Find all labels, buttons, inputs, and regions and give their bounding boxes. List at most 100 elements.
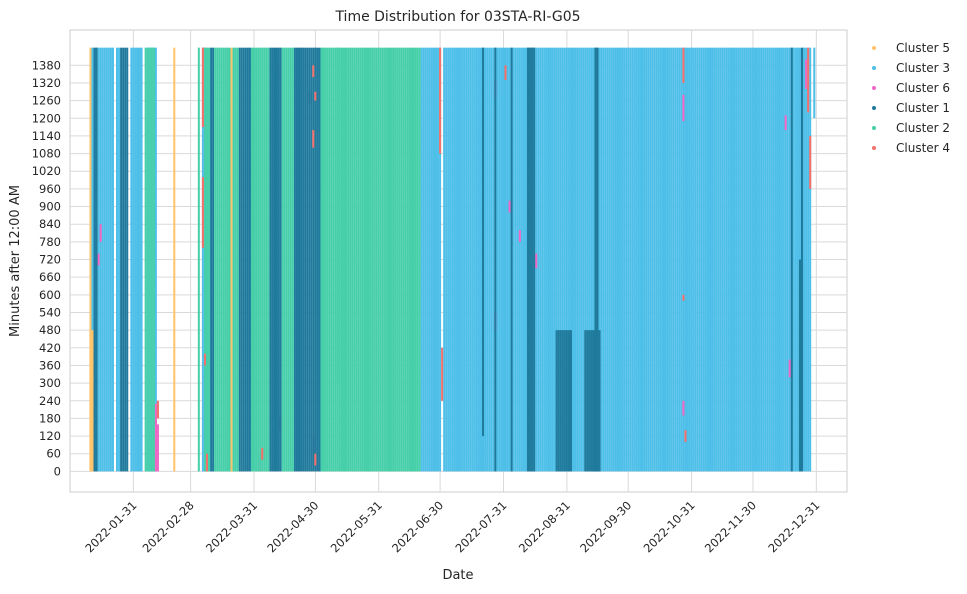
data-point-band — [257, 47, 260, 472]
data-point-band — [496, 47, 499, 472]
data-point-band — [723, 47, 726, 472]
data-point-band — [606, 47, 609, 472]
x-tick-label: 2022-01-31 — [82, 498, 139, 555]
data-point-band — [218, 47, 221, 472]
data-point-band — [89, 47, 92, 472]
data-point-band — [627, 47, 630, 472]
legend-label: Cluster 5 — [896, 41, 950, 55]
data-point-band — [457, 47, 460, 472]
data-point-band — [596, 47, 599, 472]
data-point-band — [598, 47, 601, 472]
data-point-band — [430, 47, 433, 472]
data-point-band — [271, 47, 274, 472]
data-point-band — [475, 47, 478, 472]
data-point-band — [95, 47, 98, 472]
data-point-band — [267, 47, 270, 472]
data-point-band — [402, 47, 405, 472]
data-point-band — [359, 47, 362, 472]
data-point-band — [208, 47, 211, 472]
data-point-band — [661, 47, 664, 472]
data-point-band — [813, 47, 816, 119]
data-point-band — [426, 47, 429, 472]
data-point-band — [537, 47, 540, 472]
x-tick-label: 2022-09-30 — [577, 498, 634, 555]
data-point-band — [300, 47, 303, 472]
data-point-band — [437, 47, 440, 472]
data-point-band — [461, 47, 464, 472]
data-point-band — [549, 47, 552, 472]
data-point-band — [610, 47, 613, 472]
data-point-band — [486, 47, 489, 472]
data-point-band — [361, 47, 364, 472]
data-point-band — [449, 47, 452, 472]
data-point-band — [326, 47, 329, 472]
data-point-band — [762, 47, 765, 472]
y-tick-label: 180 — [39, 411, 61, 425]
y-tick-label: 840 — [39, 217, 61, 231]
data-point-band — [410, 47, 413, 472]
y-tick-label: 1320 — [32, 76, 61, 90]
data-point-band — [571, 47, 575, 472]
data-point-band — [682, 400, 685, 416]
data-point-band — [790, 47, 793, 472]
data-point-band — [394, 47, 397, 472]
data-layer — [89, 47, 816, 472]
data-point-band — [201, 47, 204, 128]
data-point-band — [203, 47, 206, 472]
data-point-band — [285, 47, 288, 472]
data-point-band — [492, 47, 495, 472]
data-point-band — [653, 47, 656, 472]
data-point-band — [439, 47, 442, 154]
y-tick-label: 1140 — [32, 129, 61, 143]
x-tick-label: 2022-08-31 — [516, 498, 573, 555]
data-point-band — [265, 47, 268, 472]
data-point-band — [702, 47, 705, 472]
data-point-band — [764, 47, 767, 472]
data-point-band — [522, 47, 525, 472]
data-point-band — [253, 47, 256, 472]
data-point-band — [484, 47, 487, 472]
data-point-band — [518, 230, 521, 242]
data-point-band — [688, 47, 691, 472]
data-point-band — [788, 47, 791, 472]
data-point-band — [600, 47, 603, 472]
data-point-band — [291, 47, 294, 472]
data-point-band — [518, 47, 521, 472]
data-point-band — [477, 47, 480, 472]
data-point-band — [214, 47, 217, 472]
chart-title: Time Distribution for 03STA-RI-G05 — [334, 9, 580, 25]
data-point-band — [304, 47, 307, 472]
data-point-band — [345, 47, 348, 472]
data-point-band — [105, 47, 108, 472]
data-point-band — [533, 47, 536, 472]
data-point-band — [116, 47, 119, 472]
data-point-band — [798, 47, 801, 472]
data-point-band — [670, 47, 673, 472]
data-point-band — [97, 253, 100, 266]
data-point-band — [111, 47, 114, 472]
data-point-band — [674, 47, 677, 472]
data-point-band — [482, 47, 485, 437]
data-point-band — [641, 47, 644, 472]
data-point-band — [725, 47, 728, 472]
data-point-band — [805, 59, 808, 89]
data-point-band — [704, 47, 707, 472]
data-point-band — [743, 47, 746, 472]
data-point-band — [210, 47, 213, 472]
data-point-band — [588, 330, 591, 472]
data-point-band — [561, 47, 564, 472]
data-point-band — [639, 47, 642, 472]
data-point-band — [385, 47, 388, 472]
data-point-band — [289, 47, 292, 472]
data-point-band — [99, 47, 102, 472]
data-point-band — [316, 47, 319, 472]
data-point-band — [173, 47, 176, 472]
data-point-band — [508, 200, 511, 213]
data-point-band — [351, 47, 354, 472]
data-point-band — [508, 47, 511, 472]
data-point-band — [608, 47, 611, 472]
data-point-band — [574, 47, 577, 472]
x-tick-label: 2022-10-31 — [641, 498, 698, 555]
data-point-band — [696, 47, 699, 472]
